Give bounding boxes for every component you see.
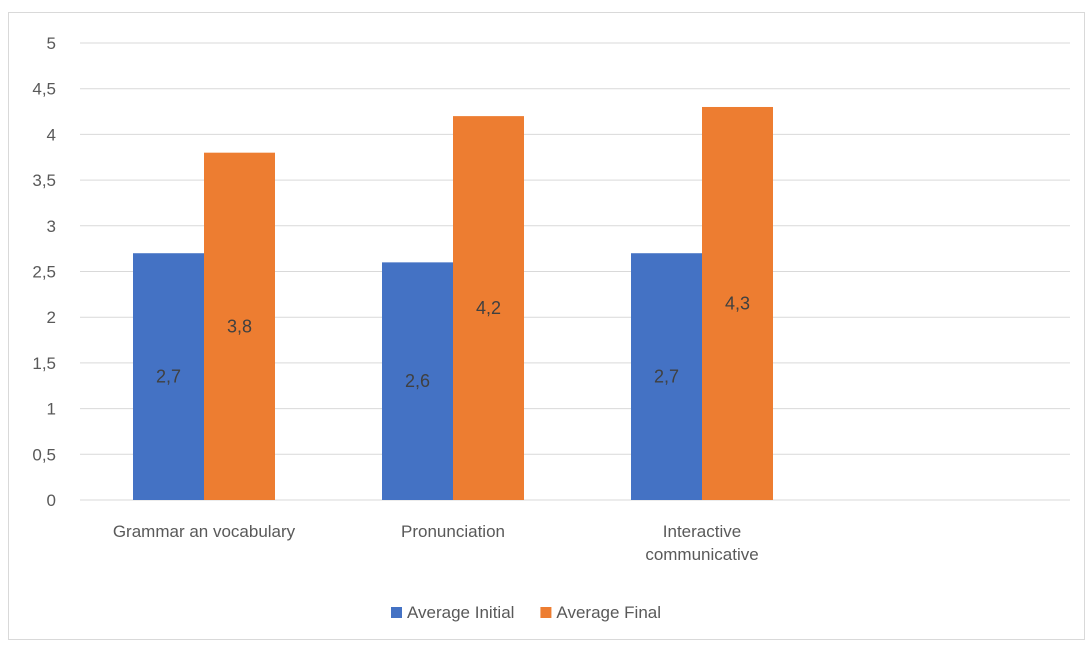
data-labels: 2,7 3,8 2,6 4,2 2,7 4,3 <box>156 293 750 391</box>
bar <box>204 152 275 500</box>
bar <box>453 116 524 501</box>
y-tick-label: 4 <box>47 125 56 144</box>
legend-swatch <box>391 607 402 618</box>
y-tick-label: 0 <box>47 491 56 510</box>
legend-label: Average Final <box>556 603 661 622</box>
legend-item: Average Final <box>540 603 661 622</box>
data-label: 4,3 <box>725 293 750 313</box>
y-tick-label: 2 <box>47 308 56 327</box>
bar <box>702 106 773 500</box>
y-tick-label: 3 <box>47 217 56 236</box>
legend: Average Initial Average Final <box>391 603 661 622</box>
bar <box>133 253 204 500</box>
y-tick-label: 5 <box>47 34 56 53</box>
x-tick-label: Pronunciation <box>401 522 505 541</box>
data-label: 2,6 <box>405 371 430 391</box>
x-axis-tick-labels: Grammar an vocabulary Pronunciation Intera… <box>113 522 759 564</box>
y-tick-label: 1 <box>47 400 56 419</box>
data-label: 3,8 <box>227 316 252 336</box>
y-tick-label: 0,5 <box>32 445 56 464</box>
data-label: 2,7 <box>156 367 181 387</box>
data-label: 4,2 <box>476 298 501 318</box>
y-tick-label: 2,5 <box>32 263 56 282</box>
y-tick-label: 4,5 <box>32 80 56 99</box>
x-tick-label: Interactive communicative <box>645 522 758 564</box>
legend-item: Average Initial <box>391 603 514 622</box>
y-tick-label: 1,5 <box>32 354 56 373</box>
bar <box>631 253 702 500</box>
bars <box>133 106 773 501</box>
legend-swatch <box>540 607 552 618</box>
x-tick-label: Grammar an vocabulary <box>113 522 296 541</box>
y-tick-label: 3,5 <box>32 171 56 190</box>
legend-label: Average Initial <box>407 603 514 622</box>
data-label: 2,7 <box>654 367 679 387</box>
y-axis-tick-labels: 0 0,5 1 1,5 2 2,5 3 3,5 4 4,5 5 <box>32 34 56 510</box>
bar <box>382 262 453 500</box>
